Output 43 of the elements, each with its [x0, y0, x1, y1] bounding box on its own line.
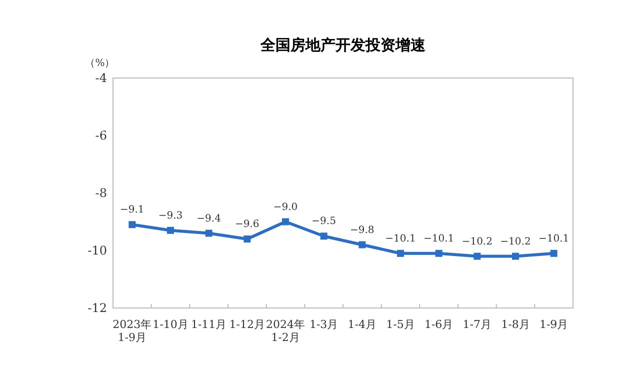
point	[358, 241, 366, 248]
point	[550, 250, 558, 257]
data-label: −9.6	[235, 219, 260, 230]
point	[205, 230, 212, 237]
point	[282, 218, 289, 226]
data-label: −9.8	[350, 224, 374, 236]
x-tick-label: 1-9月	[539, 318, 568, 331]
data-label: −9.0	[273, 202, 298, 213]
y-tick-label: -6	[95, 128, 107, 142]
point	[474, 252, 481, 260]
x-tick-label: 1-5月	[386, 318, 415, 331]
y-tick-label: -4	[95, 71, 108, 85]
x-tick-label: 1-7月	[462, 318, 492, 331]
y-tick-label: -12	[88, 301, 107, 315]
data-label: −10.2	[462, 236, 492, 248]
x-tick-label: 1-10月	[152, 318, 188, 331]
data-label: −9.1	[120, 204, 144, 216]
y-tick-label: -10	[88, 244, 107, 258]
data-label: −10.2	[500, 236, 531, 248]
data-label: −9.3	[158, 210, 183, 222]
x-tick-label: 2024年 1-2月	[266, 318, 305, 344]
chart-title: 全国房地产开发投资增速	[260, 36, 426, 54]
point	[167, 226, 174, 234]
data-label: −10.1	[424, 233, 454, 244]
data-label: −10.1	[538, 233, 570, 244]
data-label: −9.5	[312, 216, 336, 228]
x-tick-label: 2023年 1-9月	[112, 318, 152, 344]
point	[128, 221, 136, 228]
x-tick-label: 1-11月	[190, 318, 227, 331]
data-label: −9.4	[196, 213, 221, 224]
x-tick-label: 1-3月	[309, 318, 338, 331]
point	[397, 250, 404, 257]
x-tick-label: 1-12月	[229, 318, 266, 331]
point	[435, 250, 442, 257]
point	[512, 252, 519, 260]
data-label: −10.1	[385, 233, 416, 244]
x-tick-label: 1-6月	[424, 318, 454, 331]
point	[244, 236, 251, 242]
x-tick-label: 1-8月	[501, 318, 530, 331]
y-axis-title: （%）	[85, 58, 115, 69]
x-tick-label: 1-4月	[348, 318, 377, 331]
y-tick-label: -8	[95, 186, 107, 200]
point	[320, 232, 328, 240]
